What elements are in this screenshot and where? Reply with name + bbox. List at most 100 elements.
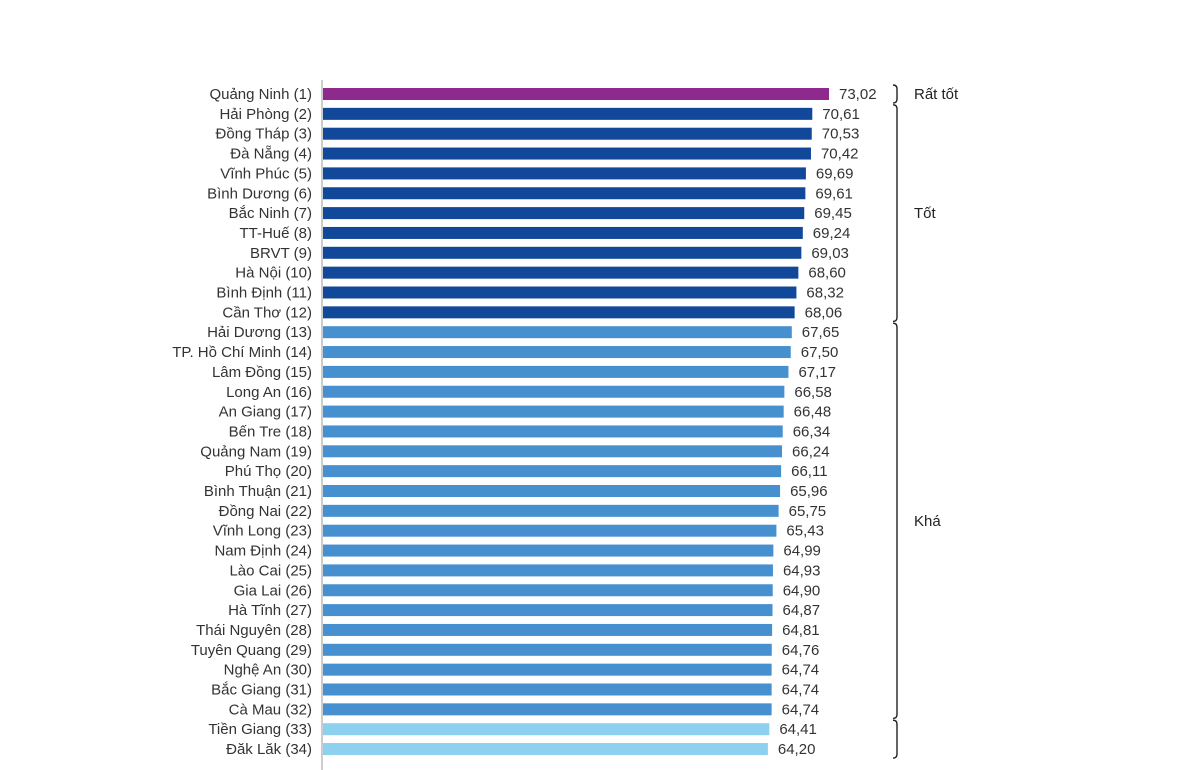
bar	[323, 88, 829, 100]
group-label: Khá	[914, 513, 941, 530]
bar	[323, 187, 806, 200]
group-brace	[892, 104, 898, 323]
value-label: 69,45	[814, 205, 852, 222]
bar	[323, 683, 772, 696]
category-label: Nam Định (24)	[214, 543, 312, 560]
value-label: 66,48	[794, 404, 832, 421]
bar	[323, 524, 777, 537]
value-label: 69,69	[816, 165, 854, 182]
category-label: Đồng Tháp (3)	[216, 126, 312, 143]
group-brace	[892, 84, 898, 104]
bar	[323, 306, 795, 319]
category-label: TT-Huế (8)	[239, 225, 312, 242]
bar	[323, 723, 770, 736]
value-label: 65,96	[790, 483, 828, 500]
value-label: 68,32	[806, 285, 844, 302]
value-label: 64,99	[783, 543, 821, 560]
bar	[323, 266, 799, 279]
value-label: 64,81	[782, 622, 820, 639]
bar	[323, 445, 783, 458]
value-label: 70,61	[822, 106, 860, 123]
group-brace	[892, 322, 898, 720]
category-label: Phú Thọ (20)	[225, 463, 312, 480]
category-label: An Giang (17)	[219, 404, 312, 421]
value-label: 64,76	[782, 642, 820, 659]
bar	[323, 207, 805, 220]
value-label: 64,74	[782, 662, 820, 679]
category-label: Bình Thuận (21)	[204, 483, 312, 500]
bar	[323, 703, 772, 716]
bar	[323, 346, 791, 359]
category-label: Bắc Giang (31)	[211, 682, 312, 699]
bar	[323, 604, 773, 617]
value-label: 69,03	[811, 245, 849, 262]
category-label: Bắc Ninh (7)	[229, 205, 312, 222]
bar	[323, 743, 768, 756]
category-label: Quảng Nam (19)	[200, 443, 312, 460]
bar	[323, 167, 806, 180]
value-label: 66,11	[791, 463, 827, 480]
category-label: Quảng Ninh (1)	[209, 86, 312, 103]
value-label: 64,74	[782, 682, 820, 699]
bar	[323, 504, 779, 517]
category-label: Nghệ An (30)	[224, 662, 312, 679]
category-label: Hà Tĩnh (27)	[228, 602, 312, 619]
category-label: Đà Nẵng (4)	[230, 146, 312, 163]
value-label: 64,87	[783, 602, 821, 619]
bar	[323, 643, 772, 656]
bar	[323, 147, 811, 160]
value-label: 67,17	[798, 364, 836, 381]
category-label: Vĩnh Phúc (5)	[220, 165, 312, 182]
category-label: Bình Dương (6)	[207, 185, 312, 202]
labels-layer: Quảng Ninh (1) 73,02 Hải Phòng (2) 70,61 Đồn…	[172, 86, 876, 758]
value-label: 69,61	[815, 185, 853, 202]
category-label: Hải Phòng (2)	[219, 106, 312, 123]
bar	[323, 425, 783, 438]
value-label: 64,93	[783, 562, 821, 579]
group-brace	[892, 719, 898, 759]
category-label: Cà Mau (32)	[229, 701, 312, 718]
bar	[323, 326, 792, 339]
value-label: 64,74	[782, 701, 820, 718]
category-label: Gia Lai (26)	[234, 582, 312, 599]
value-label: 67,50	[801, 344, 839, 361]
value-label: 65,43	[786, 523, 824, 540]
bar	[323, 485, 781, 497]
bar	[323, 365, 789, 378]
value-label: 66,34	[793, 423, 831, 440]
value-label: 69,24	[813, 225, 851, 242]
category-label: Long An (16)	[226, 384, 312, 401]
value-label: 65,75	[789, 503, 827, 520]
value-label: 64,90	[783, 582, 821, 599]
bar	[323, 663, 772, 676]
bar	[323, 623, 773, 636]
bar	[323, 127, 812, 140]
value-label: 73,02	[839, 86, 877, 103]
category-label: Cần Thơ (12)	[222, 304, 312, 321]
category-label: TP. Hồ Chí Minh (14)	[172, 344, 312, 361]
category-label: Lâm Đồng (15)	[212, 364, 312, 381]
group-label: Tốt	[914, 205, 937, 222]
category-label: Tuyên Quang (29)	[191, 642, 312, 659]
category-label: Đăk Lăk (34)	[226, 741, 312, 758]
category-label: Lào Cai (25)	[229, 562, 312, 579]
category-label: Hà Nội (10)	[235, 265, 312, 282]
value-label: 70,53	[822, 126, 860, 143]
value-label: 68,60	[808, 265, 846, 282]
bar	[323, 584, 773, 597]
category-label: BRVT (9)	[250, 245, 312, 262]
bar	[323, 405, 784, 418]
bar	[323, 246, 802, 259]
category-label: Đồng Nai (22)	[219, 503, 312, 520]
category-label: Vĩnh Long (23)	[213, 523, 312, 540]
category-label: Thái Nguyên (28)	[196, 622, 312, 639]
bar	[323, 564, 773, 577]
bar	[323, 286, 797, 299]
value-label: 66,58	[794, 384, 832, 401]
bar	[323, 544, 774, 557]
category-label: Bến Tre (18)	[229, 423, 312, 440]
category-label: Tiền Giang (33)	[208, 721, 312, 738]
value-label: 64,41	[779, 721, 817, 738]
group-label: Rất tốt	[914, 86, 959, 103]
